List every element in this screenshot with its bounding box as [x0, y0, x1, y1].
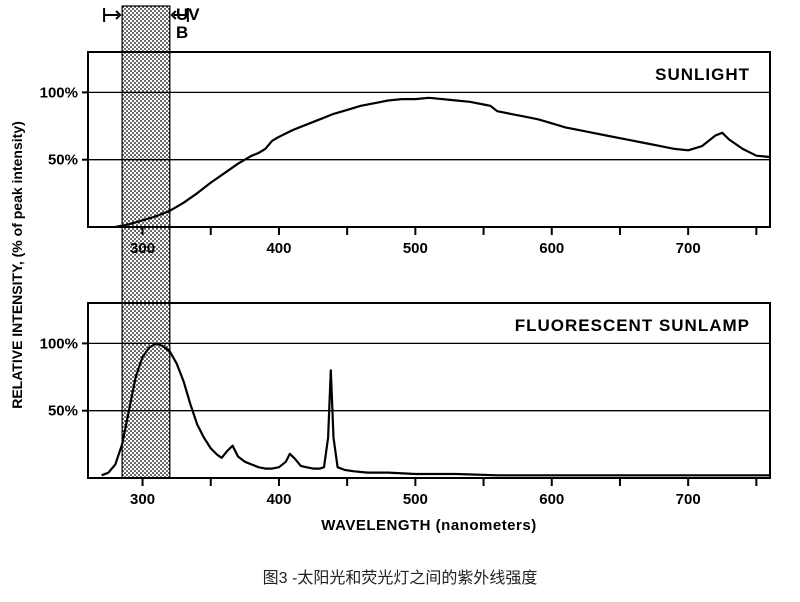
xtick-label-fluorescent-300: 300: [130, 491, 155, 508]
panel-title-fluorescent: FLUORESCENT SUNLAMP: [515, 316, 750, 335]
curve-fluorescent: [102, 343, 770, 475]
xtick-label-fluorescent-400: 400: [266, 491, 291, 508]
chart-svg: UVB50%100%300400500600700SUNLIGHT50%100%…: [0, 0, 800, 560]
curve-sunlight: [115, 98, 770, 227]
ytick-label-sunlight-100: 100%: [40, 84, 78, 101]
ytick-label-fluorescent-100: 100%: [40, 335, 78, 352]
xtick-label-sunlight-400: 400: [266, 240, 291, 257]
xtick-label-sunlight-500: 500: [403, 240, 428, 257]
xtick-label-sunlight-600: 600: [539, 240, 564, 257]
uvb-bracket-left: [104, 8, 120, 22]
xtick-label-fluorescent-700: 700: [676, 491, 701, 508]
x-axis-label: WAVELENGTH (nanometers): [321, 517, 536, 534]
ytick-label-fluorescent-50: 50%: [48, 403, 78, 420]
xtick-label-sunlight-700: 700: [676, 240, 701, 257]
uvb-label-line2: B: [176, 23, 188, 42]
figure-caption: 图3 -太阳光和荧光灯之间的紫外线强度: [0, 564, 800, 588]
xtick-label-fluorescent-500: 500: [403, 491, 428, 508]
y-axis-label: RELATIVE INTENSITY, (% of peak intensity…: [9, 121, 25, 409]
panel-title-sunlight: SUNLIGHT: [655, 65, 750, 84]
xtick-label-fluorescent-600: 600: [539, 491, 564, 508]
ytick-label-sunlight-50: 50%: [48, 152, 78, 169]
xtick-label-sunlight-300: 300: [130, 240, 155, 257]
figure-container: UVB50%100%300400500600700SUNLIGHT50%100%…: [0, 0, 800, 602]
